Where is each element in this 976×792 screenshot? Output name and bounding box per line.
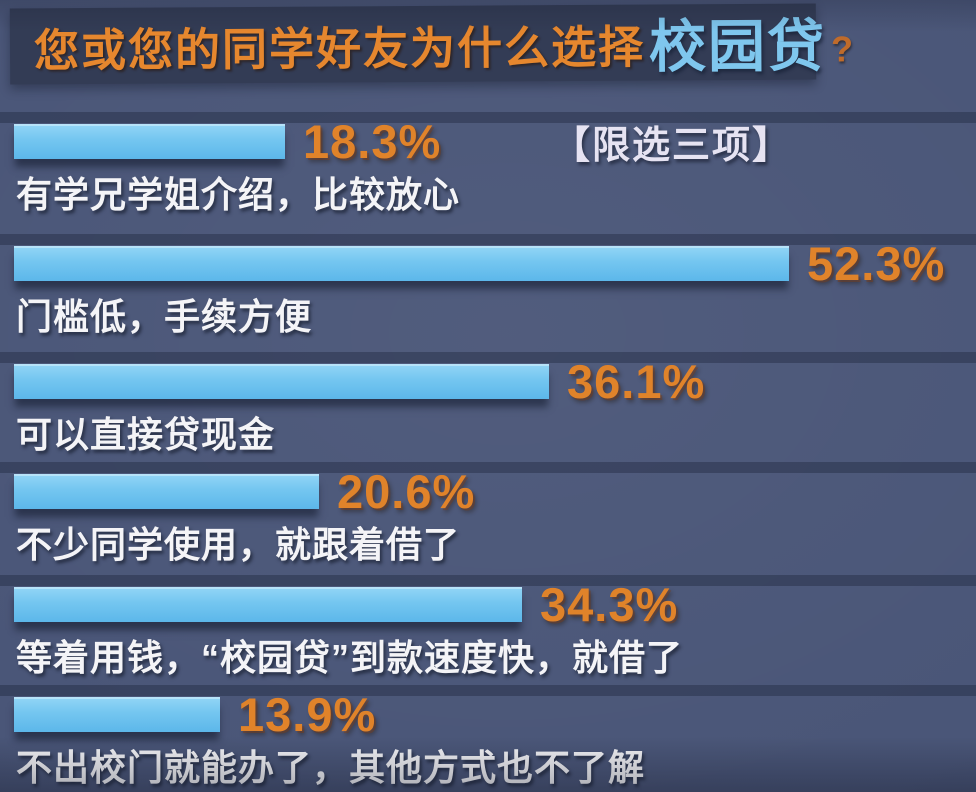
bar-row: 20.6% 不少同学使用，就跟着借了 bbox=[0, 462, 976, 568]
bar-value: 52.3% bbox=[807, 236, 946, 290]
bar-value: 13.9% bbox=[238, 687, 377, 741]
bar-value: 34.3% bbox=[540, 577, 679, 631]
bar-label: 不少同学使用，就跟着借了 bbox=[16, 524, 461, 565]
bar-row: 36.1% 可以直接贷现金 bbox=[0, 352, 976, 458]
bar-row: 18.3% 有学兄学姐介绍，比较放心 bbox=[0, 112, 976, 218]
row-stripe bbox=[0, 234, 976, 245]
bar-label: 门槛低，手续方便 bbox=[16, 296, 313, 337]
row-stripe bbox=[0, 462, 976, 473]
title-banner: 您或您的同学好友为什么选择 校园贷 ? bbox=[9, 3, 853, 85]
question-mark: ? bbox=[830, 28, 854, 70]
bar bbox=[14, 123, 285, 159]
note-limit-three-choices: 【限选三项】 bbox=[552, 125, 793, 167]
bar-label: 不出校门就能办了，其他方式也不了解 bbox=[16, 747, 646, 788]
row-stripe bbox=[0, 352, 976, 363]
bar bbox=[14, 696, 220, 732]
bar bbox=[14, 245, 789, 281]
row-stripe bbox=[0, 575, 976, 586]
bar-label: 等着用钱，“校园贷”到款速度快，就借了 bbox=[16, 637, 684, 678]
title-highlight-campus-loan: 校园贷 bbox=[648, 14, 827, 80]
bar bbox=[14, 363, 549, 399]
bar-row: 34.3% 等着用钱，“校园贷”到款速度快，就借了 bbox=[0, 575, 976, 681]
bar bbox=[14, 586, 522, 622]
page-title: 您或您的同学好友为什么选择 bbox=[33, 21, 646, 76]
bar-value: 20.6% bbox=[337, 464, 476, 518]
row-stripe bbox=[0, 685, 976, 696]
bar-label: 可以直接贷现金 bbox=[16, 414, 276, 455]
bar-row: 52.3% 门槛低，手续方便 bbox=[0, 234, 976, 340]
bar-value: 36.1% bbox=[567, 354, 706, 408]
bar-label: 有学兄学姐介绍，比较放心 bbox=[16, 174, 461, 215]
bar bbox=[14, 473, 319, 509]
bar-row: 13.9% 不出校门就能办了，其他方式也不了解 bbox=[0, 685, 976, 791]
row-stripe bbox=[0, 112, 976, 123]
bar-value: 18.3% bbox=[303, 114, 442, 168]
